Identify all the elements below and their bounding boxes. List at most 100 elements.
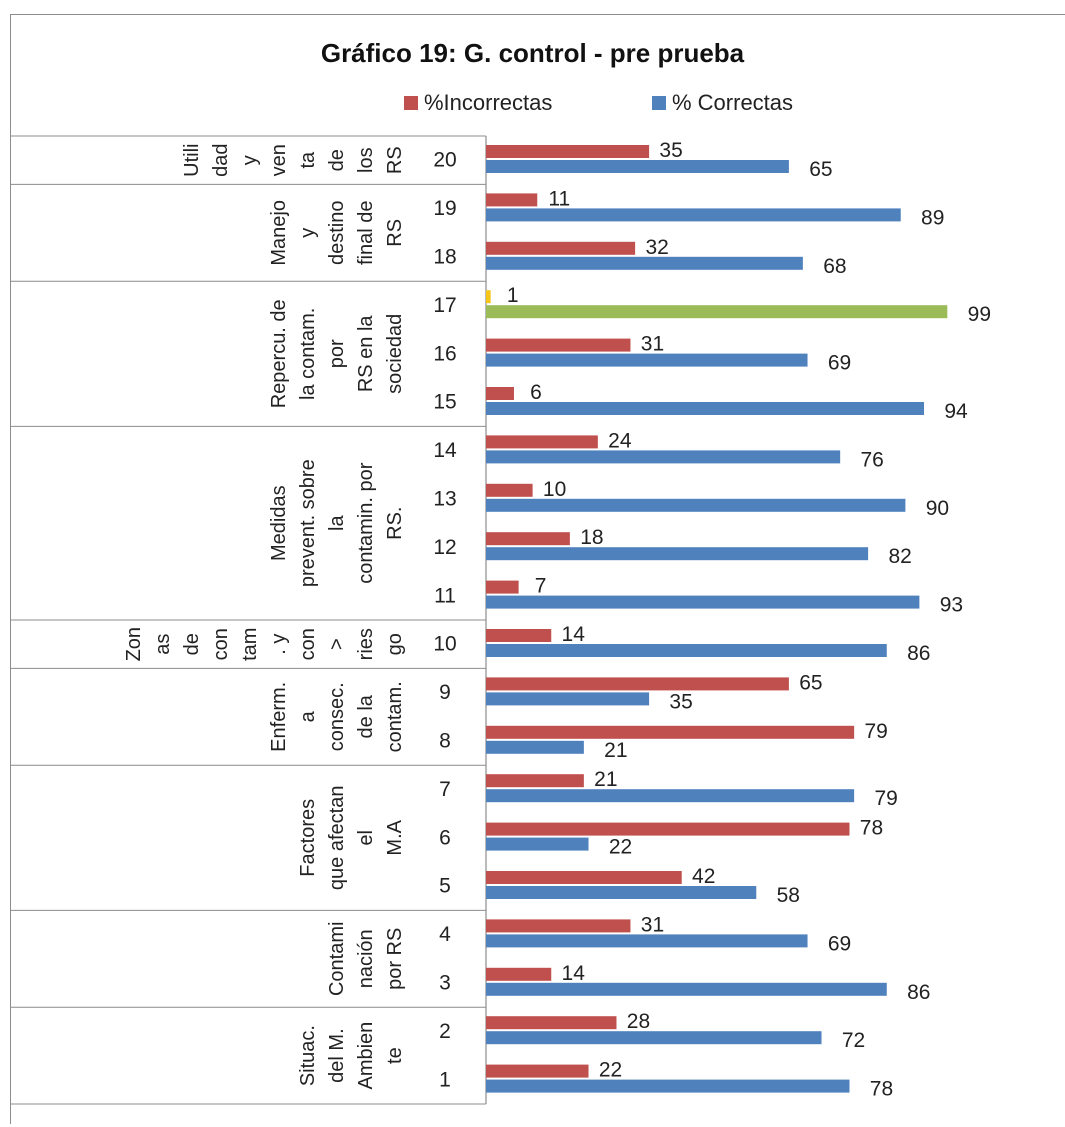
group-label-line: RS en la bbox=[355, 315, 377, 393]
bar-incorrectas bbox=[486, 629, 552, 642]
data-label-correctas: 79 bbox=[874, 787, 897, 810]
bar-correctas bbox=[486, 1031, 822, 1045]
data-label-correctas: 68 bbox=[823, 255, 846, 278]
data-label-incorrectas: 79 bbox=[864, 720, 887, 743]
group-label-line: te bbox=[384, 1047, 406, 1064]
group-label-line: los bbox=[355, 147, 377, 173]
bar-correctas bbox=[486, 547, 869, 561]
bar-correctas bbox=[486, 837, 589, 851]
item-number-label: 11 bbox=[434, 584, 456, 607]
data-label-incorrectas: 35 bbox=[659, 139, 682, 162]
data-label-correctas: 21 bbox=[604, 739, 627, 762]
item-number-label: 18 bbox=[433, 246, 456, 269]
bar-correctas bbox=[486, 886, 757, 899]
group-label-line: nación bbox=[355, 929, 377, 988]
item-number-label: 1 bbox=[439, 1068, 451, 1091]
group-label-line: por bbox=[326, 339, 348, 368]
group-label-line: contamin. por bbox=[355, 462, 377, 584]
group-label-line: as bbox=[152, 634, 174, 655]
item-number-label: 6 bbox=[439, 826, 451, 849]
group-label-line: go bbox=[384, 633, 406, 655]
data-label-incorrectas: 21 bbox=[594, 768, 617, 791]
chart-title: Gráfico 19: G. control - pre prueba bbox=[320, 38, 745, 68]
item-number-label: 17 bbox=[433, 294, 456, 317]
item-number-label: 16 bbox=[433, 342, 456, 365]
data-label-incorrectas: 1 bbox=[507, 284, 519, 307]
group-label-line: consec. bbox=[326, 682, 348, 751]
bar-incorrectas bbox=[486, 532, 570, 546]
bar-incorrectas bbox=[486, 1064, 589, 1078]
legend-label-correctas: % Correctas bbox=[672, 90, 794, 115]
data-label-incorrectas: 32 bbox=[645, 236, 668, 259]
data-label-incorrectas: 24 bbox=[608, 429, 632, 452]
group-label-line: > bbox=[326, 638, 348, 650]
bar-incorrectas bbox=[486, 580, 519, 594]
group-label-line: y bbox=[239, 155, 261, 165]
data-label-incorrectas: 18 bbox=[580, 526, 603, 549]
group-label-line: la bbox=[326, 515, 348, 531]
data-label-correctas: 69 bbox=[828, 932, 851, 955]
data-label-incorrectas: 14 bbox=[562, 623, 586, 646]
data-label-incorrectas: 10 bbox=[543, 478, 566, 501]
group-label-line: RS. bbox=[384, 507, 406, 540]
group-label-line: tam bbox=[239, 628, 261, 661]
data-label-correctas: 22 bbox=[609, 836, 632, 859]
data-label-correctas: 93 bbox=[940, 594, 963, 617]
data-label-correctas: 72 bbox=[842, 1029, 865, 1052]
bar-correctas bbox=[486, 450, 841, 464]
bar-incorrectas bbox=[486, 338, 631, 352]
data-label-correctas: 89 bbox=[921, 206, 944, 229]
bar-correctas bbox=[486, 402, 925, 415]
bar-incorrectas bbox=[486, 145, 650, 158]
group-label-line: con bbox=[210, 628, 232, 660]
group-label-line: de bbox=[326, 149, 348, 171]
bar-incorrectas bbox=[486, 435, 598, 449]
data-label-correctas: 76 bbox=[860, 448, 883, 471]
bar-incorrectas bbox=[486, 822, 850, 836]
bar-incorrectas bbox=[486, 725, 855, 739]
data-label-correctas: 99 bbox=[968, 303, 991, 326]
legend-item-incorrectas: %Incorrectas bbox=[404, 90, 552, 116]
data-label-correctas: 86 bbox=[907, 981, 930, 1004]
group-label-line: del M. bbox=[326, 1028, 348, 1082]
legend-swatch-incorrectas bbox=[404, 96, 418, 110]
group-label-line: . y bbox=[268, 634, 290, 655]
data-label-incorrectas: 7 bbox=[535, 575, 547, 598]
group-label-line: Enferm. bbox=[268, 682, 290, 752]
group-label-line: Situac. bbox=[297, 1025, 319, 1086]
item-number-label: 12 bbox=[433, 536, 456, 559]
group-label-line: Factores bbox=[297, 799, 319, 877]
item-number-label: 3 bbox=[439, 972, 451, 995]
bar-incorrectas bbox=[486, 387, 514, 400]
data-label-incorrectas: 78 bbox=[860, 817, 883, 840]
data-label-correctas: 94 bbox=[944, 400, 968, 423]
item-number-label: 2 bbox=[439, 1020, 451, 1043]
item-number-label: 5 bbox=[439, 875, 451, 898]
group-label-line: final de bbox=[355, 201, 377, 265]
data-label-incorrectas: 14 bbox=[562, 962, 586, 985]
group-label-line: el bbox=[355, 830, 377, 846]
item-number-label: 14 bbox=[433, 439, 457, 462]
bar-incorrectas bbox=[486, 677, 789, 691]
bar-correctas bbox=[486, 934, 808, 948]
bar-correctas bbox=[486, 982, 887, 996]
bar-incorrectas bbox=[486, 483, 533, 497]
group-label-line: dad bbox=[210, 144, 232, 177]
group-label-line: RS bbox=[384, 219, 406, 247]
data-label-incorrectas: 31 bbox=[641, 333, 664, 356]
data-label-incorrectas: 11 bbox=[548, 187, 570, 210]
group-label-line: que afectan bbox=[326, 786, 348, 891]
group-label-line: con bbox=[297, 628, 319, 660]
data-label-correctas: 65 bbox=[809, 158, 832, 181]
item-number-label: 10 bbox=[433, 633, 456, 656]
group-label-line: Repercu. de bbox=[268, 299, 290, 408]
group-label-line: de la bbox=[355, 694, 377, 738]
data-label-incorrectas: 42 bbox=[692, 865, 715, 888]
group-label-line: Medidas bbox=[268, 485, 290, 561]
item-number-label: 20 bbox=[433, 149, 456, 172]
bar-incorrectas bbox=[486, 871, 682, 884]
group-label-line: ta bbox=[297, 151, 319, 169]
data-label-incorrectas: 65 bbox=[799, 671, 822, 694]
data-label-correctas: 86 bbox=[907, 642, 930, 665]
item-number-label: 4 bbox=[439, 923, 451, 946]
